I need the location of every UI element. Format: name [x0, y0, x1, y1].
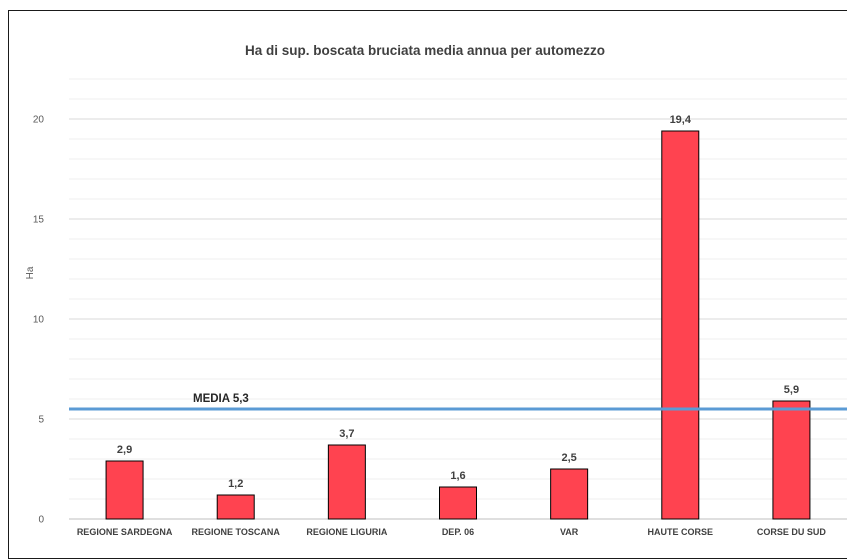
bar	[439, 486, 477, 520]
bar-layer	[105, 130, 811, 520]
chart-frame: Ha di sup. boscata bruciata media annua …	[8, 10, 847, 559]
category-label: VAR	[560, 527, 579, 537]
reference-line-layer: MEDIA 5,3	[69, 393, 847, 411]
data-label: 2,5	[561, 452, 576, 464]
y-tick-label: 10	[33, 315, 45, 326]
bar	[550, 468, 589, 520]
bar	[216, 494, 255, 520]
y-tick-label: 15	[33, 215, 45, 226]
category-label: REGIONE SARDEGNA	[77, 527, 173, 537]
data-label: 3,7	[339, 428, 354, 440]
data-label: 1,6	[450, 470, 465, 482]
data-label: 19,4	[670, 114, 692, 126]
category-label-layer: REGIONE SARDEGNA REGIONE TOSCANA REGIONE L…	[77, 527, 827, 537]
chart-svg: Ha di sup. boscata bruciata media annua …	[25, 43, 847, 537]
category-label: DEP. 06	[442, 527, 474, 537]
y-tick-label: 5	[38, 415, 44, 426]
category-label: REGIONE LIGURIA	[306, 527, 388, 537]
category-label: REGIONE TOSCANA	[192, 527, 281, 537]
chart-title: Ha di sup. boscata bruciata media annua …	[245, 43, 605, 58]
bar	[661, 130, 700, 520]
category-label: CORSE DU SUD	[757, 527, 827, 537]
bar	[327, 444, 366, 520]
y-tick-label: 0	[38, 515, 44, 526]
category-label: HAUTE CORSE	[648, 527, 714, 537]
reference-line-label: MEDIA 5,3	[193, 393, 249, 405]
data-label: 2,9	[117, 444, 132, 456]
y-axis-label: Ha	[25, 266, 36, 279]
data-label: 1,2	[228, 478, 243, 490]
data-label: 5,9	[784, 384, 799, 396]
y-tick-labels: 0 5 10 15 20	[33, 115, 45, 526]
bar	[105, 460, 144, 520]
y-tick-label: 20	[33, 115, 45, 126]
grid-layer	[69, 78, 847, 520]
bar	[772, 400, 811, 520]
data-label-layer: 2,9 1,2 3,7 1,6 2,5 19,4 5,9	[117, 114, 799, 490]
